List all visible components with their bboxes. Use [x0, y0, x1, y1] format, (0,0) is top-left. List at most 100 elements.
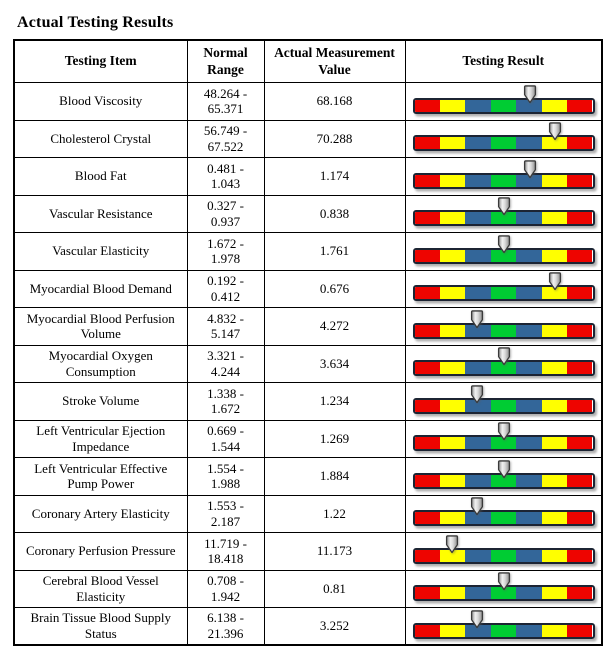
bar-segment-yellow: [439, 362, 466, 375]
bar-segment-red: [414, 137, 440, 150]
result-marker-down-arrow-icon: [497, 197, 510, 216]
normal-range-cell: 56.749 - 67.522: [186, 119, 265, 158]
bar-segment-yellow: [439, 324, 466, 337]
header-row: Testing Item Normal Range Actual Measure…: [13, 39, 603, 83]
bar-segment-red: [567, 549, 593, 562]
testing-item-cell: Brain Tissue Blood Supply Status: [13, 607, 188, 646]
testing-item-cell: Myocardial Blood Demand: [13, 269, 188, 308]
testing-result-cell: [404, 232, 603, 271]
bar-segment-red: [567, 249, 593, 262]
bar-segment-green: [490, 249, 517, 262]
bar-segment-red: [414, 362, 440, 375]
bar-segment-yellow: [439, 137, 466, 150]
table-row: Cholesterol Crystal 56.749 - 67.522 70.2…: [13, 119, 603, 158]
bar-segment-yellow: [439, 287, 466, 300]
bar-segment-blue: [516, 474, 542, 487]
normal-range-cell: 1.553 - 2.187: [186, 494, 265, 533]
bar-segment-blue: [516, 212, 542, 225]
normal-range-cell: 1.338 - 1.672: [186, 382, 265, 421]
normal-range-cell: 11.719 - 18.418: [186, 532, 265, 571]
normal-range-cell: 1.554 - 1.988: [186, 457, 265, 496]
bar-segment-red: [567, 624, 593, 637]
bar-segment-yellow: [439, 212, 466, 225]
bar-segment-yellow: [541, 99, 568, 112]
bar-segment-yellow: [541, 174, 568, 187]
bar-segment-red: [567, 137, 593, 150]
testing-item-cell: Vascular Resistance: [13, 194, 188, 233]
table-row: Myocardial Blood Perfusion Volume 4.832 …: [13, 307, 603, 346]
bar-segment-red: [414, 549, 440, 562]
testing-item-cell: Cerebral Blood Vessel Elasticity: [13, 569, 188, 608]
bar-segment-yellow: [541, 399, 568, 412]
bar-segment-blue: [465, 249, 491, 262]
bar-segment-green: [490, 137, 517, 150]
measurement-value-cell: 0.81: [263, 569, 406, 608]
measurement-value-cell: 3.634: [263, 344, 406, 383]
measurement-value-cell: 0.676: [263, 269, 406, 308]
testing-result-bar: [412, 535, 595, 568]
measurement-value-cell: 1.269: [263, 419, 406, 458]
bar-segment-blue: [465, 324, 491, 337]
result-marker-down-arrow-icon: [471, 497, 484, 516]
bar-segment-red: [567, 474, 593, 487]
result-marker-down-arrow-icon: [523, 160, 536, 178]
normal-range-cell: 0.192 - 0.412: [186, 269, 265, 308]
bar-segment-red: [414, 587, 440, 600]
bar-segment-green: [490, 437, 517, 450]
normal-range-cell: 4.832 - 5.147: [186, 307, 265, 346]
bar-segment-blue: [465, 137, 491, 150]
bar-segment-yellow: [541, 249, 568, 262]
testing-result-cell: [404, 382, 603, 421]
bar-segment-red: [414, 324, 440, 337]
testing-item-cell: Vascular Elasticity: [13, 232, 188, 271]
testing-result-cell: [404, 82, 603, 121]
testing-result-cell: [404, 344, 603, 383]
range-color-bar: [412, 322, 595, 339]
testing-item-cell: Blood Viscosity: [13, 82, 188, 121]
bar-segment-blue: [516, 624, 542, 637]
testing-result-bar: [412, 572, 595, 605]
testing-result-cell: [404, 269, 603, 308]
testing-item-cell: Coronary Artery Elasticity: [13, 494, 188, 533]
testing-item-cell: Cholesterol Crystal: [13, 119, 188, 158]
measurement-value-cell: 70.288: [263, 119, 406, 158]
bar-segment-yellow: [439, 512, 466, 525]
normal-range-cell: 3.321 - 4.244: [186, 344, 265, 383]
bar-segment-blue: [516, 137, 542, 150]
testing-result-bar: [412, 609, 595, 643]
bar-segment-green: [490, 212, 517, 225]
bar-segment-blue: [465, 624, 491, 637]
testing-result-cell: [404, 607, 603, 646]
table-row: Vascular Elasticity 1.672 - 1.978 1.761: [13, 232, 603, 271]
testing-result-cell: [404, 307, 603, 346]
range-color-bar: [412, 97, 595, 114]
testing-result-bar: [412, 310, 595, 343]
bar-segment-blue: [465, 174, 491, 187]
bar-segment-red: [567, 99, 593, 112]
range-color-bar: [412, 285, 595, 302]
testing-result-bar: [412, 235, 595, 268]
bar-segment-blue: [465, 549, 491, 562]
col-header-measurement-value: Actual Measurement Value: [263, 39, 406, 83]
testing-result-bar: [412, 497, 595, 530]
bar-segment-red: [414, 99, 440, 112]
bar-segment-red: [414, 512, 440, 525]
bar-segment-green: [490, 362, 517, 375]
bar-segment-yellow: [439, 624, 466, 637]
bar-segment-yellow: [439, 174, 466, 187]
bar-segment-red: [414, 287, 440, 300]
results-table: Testing Item Normal Range Actual Measure…: [13, 39, 603, 646]
table-row: Left Ventricular Effective Pump Power 1.…: [13, 457, 603, 496]
measurement-value-cell: 1.22: [263, 494, 406, 533]
result-marker-down-arrow-icon: [549, 122, 562, 141]
bar-segment-blue: [465, 474, 491, 487]
testing-result-bar: [412, 197, 595, 230]
testing-result-bar: [412, 422, 595, 455]
bar-segment-blue: [465, 512, 491, 525]
bar-segment-yellow: [541, 549, 568, 562]
bar-segment-yellow: [541, 512, 568, 525]
table-row: Blood Fat 0.481 - 1.043 1.174: [13, 157, 603, 196]
result-marker-down-arrow-icon: [471, 609, 484, 628]
bar-segment-red: [414, 212, 440, 225]
bar-segment-red: [567, 587, 593, 600]
